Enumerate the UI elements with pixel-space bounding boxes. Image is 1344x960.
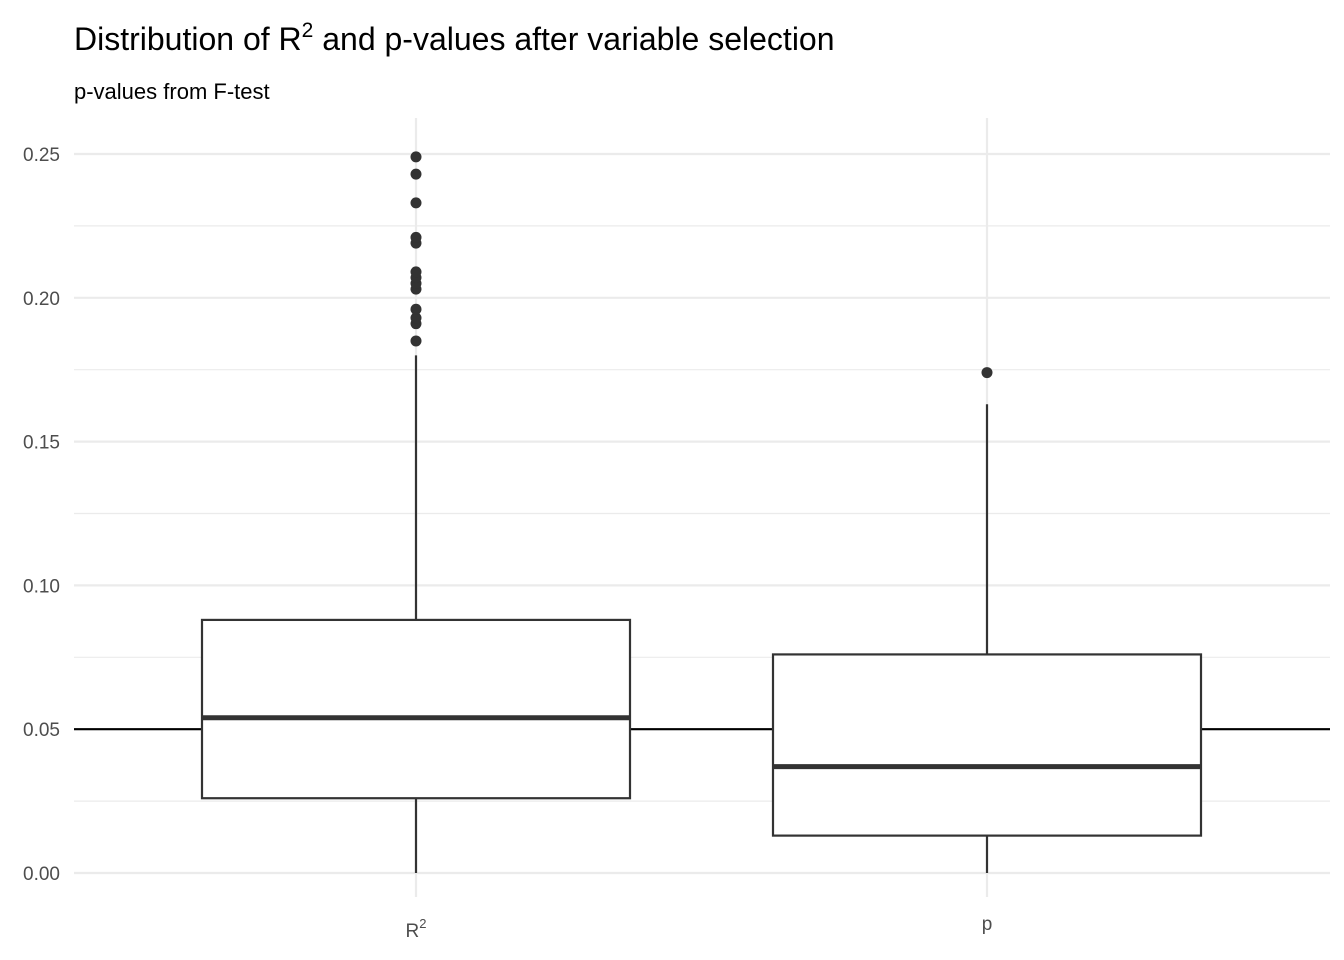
- x-tick-label-main: R: [406, 921, 420, 942]
- outlier-point: [410, 335, 422, 347]
- box-R2: [200, 151, 632, 873]
- boxes: [200, 151, 1203, 873]
- x-tick-label-main: p: [982, 914, 993, 935]
- chart-title-main: Distribution of R: [74, 21, 302, 57]
- y-tick-label: 0.05: [23, 720, 60, 741]
- chart-title-sup: 2: [302, 19, 314, 42]
- outlier-point: [410, 197, 422, 209]
- x-tick-label-sup: 2: [419, 916, 426, 931]
- chart-title: Distribution of R2 and p-values after va…: [74, 19, 835, 57]
- y-tick-label: 0.00: [23, 864, 60, 885]
- outlier-point: [410, 168, 422, 180]
- y-tick-label: 0.15: [23, 433, 60, 454]
- y-tick-label: 0.25: [23, 145, 60, 166]
- box-iqr: [200, 618, 632, 800]
- x-tick-label: p: [982, 914, 993, 935]
- outlier-point: [410, 303, 422, 315]
- outlier-point: [981, 367, 993, 379]
- box-iqr: [771, 653, 1203, 837]
- axes: 0.00 0.05 0.10 0.15 0.20 0.25 R2 p: [23, 145, 992, 942]
- y-tick-label: 0.20: [23, 289, 60, 310]
- outlier-point: [410, 312, 422, 324]
- y-tick-label: 0.10: [23, 576, 60, 597]
- outlier-point: [410, 231, 422, 243]
- chart-subtitle: p-values from F-test: [74, 79, 270, 104]
- outlier-point: [410, 151, 422, 163]
- box-p: [771, 367, 1203, 873]
- outlier-point: [410, 266, 422, 278]
- chart-title-rest: and p-values after variable selection: [313, 21, 834, 57]
- x-tick-label: R2: [406, 916, 427, 942]
